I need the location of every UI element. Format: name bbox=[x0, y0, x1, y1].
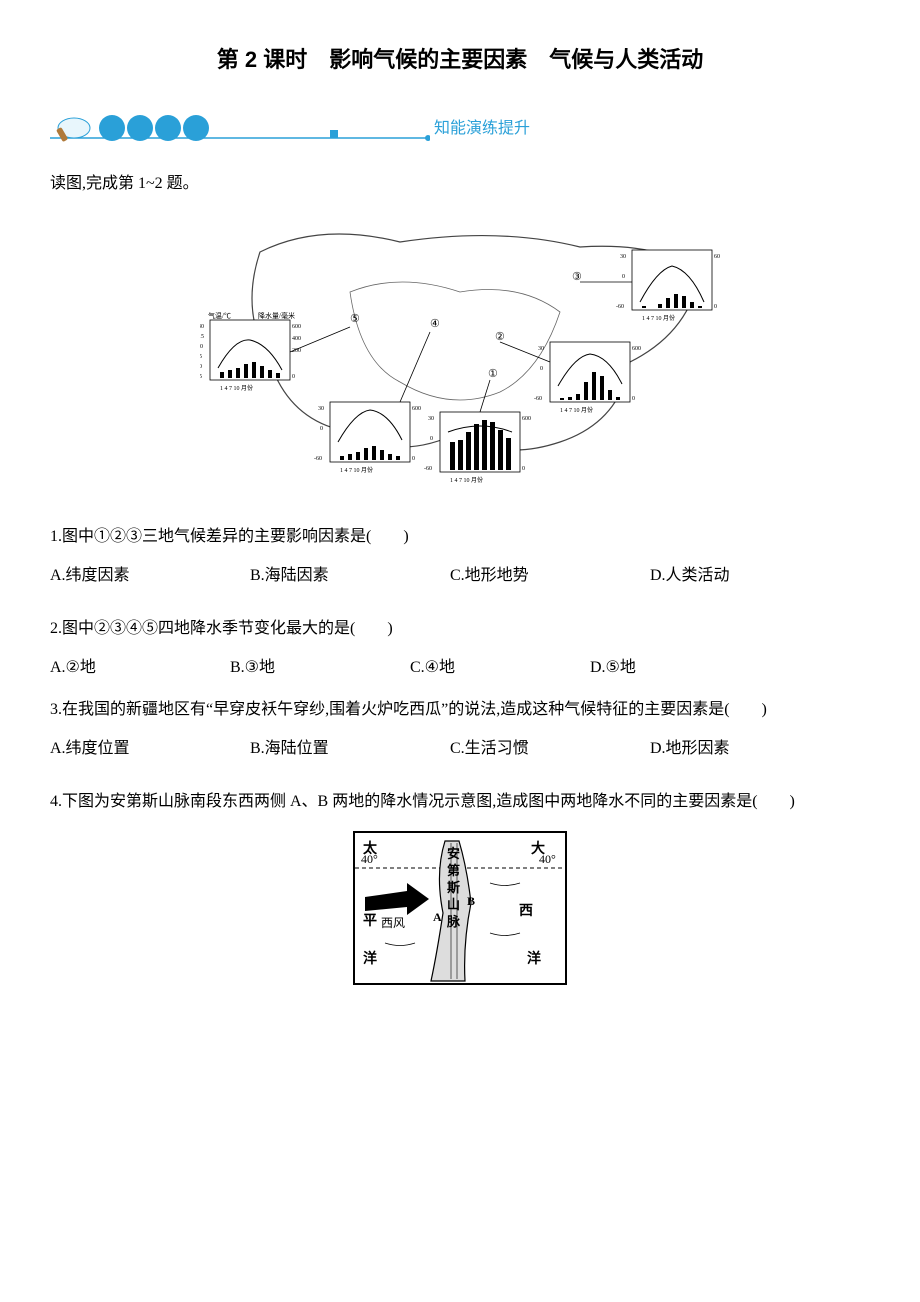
question-1-stem: 1.图中①②③三地气候差异的主要影响因素是( ) bbox=[50, 523, 870, 552]
wind-label: 西风 bbox=[381, 916, 405, 930]
question-3-stem: 3.在我国的新疆地区有“早穿皮袄午穿纱,围着火炉吃西瓜”的说法,造成这种气候特征… bbox=[50, 696, 870, 725]
axis-temp-label: 气温/℃ bbox=[208, 311, 231, 320]
svg-text:山: 山 bbox=[447, 897, 460, 912]
svg-text:600: 600 bbox=[292, 324, 301, 330]
svg-text:0: 0 bbox=[632, 396, 635, 402]
banner-graphic bbox=[50, 110, 430, 150]
svg-text:平: 平 bbox=[363, 913, 377, 929]
svg-text:-60: -60 bbox=[616, 304, 624, 310]
svg-text:斯: 斯 bbox=[447, 880, 460, 895]
world-climate-map: 气温/℃ 降水量/毫米 30150-15-30-45 6004002000 1 … bbox=[200, 212, 720, 492]
svg-text:400: 400 bbox=[292, 336, 301, 342]
marker-5: ⑤ bbox=[350, 313, 360, 325]
svg-text:600: 600 bbox=[522, 416, 531, 422]
svg-text:15: 15 bbox=[200, 334, 204, 340]
svg-text:-60: -60 bbox=[424, 466, 432, 472]
q2-opt-c: C.④地 bbox=[410, 654, 590, 683]
question-2-stem: 2.图中②③④⑤四地降水季节变化最大的是( ) bbox=[50, 615, 870, 644]
marker-1: ① bbox=[488, 368, 498, 380]
marker-2: ② bbox=[495, 331, 505, 343]
section-banner: 知能演练提升 bbox=[50, 110, 870, 150]
svg-text:0: 0 bbox=[714, 304, 717, 310]
marker-4: ④ bbox=[430, 318, 440, 330]
svg-text:0: 0 bbox=[622, 274, 625, 280]
q1-opt-c: C.地形地势 bbox=[450, 562, 650, 591]
banner-label: 知能演练提升 bbox=[434, 115, 530, 144]
svg-text:-60: -60 bbox=[314, 456, 322, 462]
svg-text:30: 30 bbox=[428, 416, 434, 422]
svg-text:太: 太 bbox=[363, 840, 378, 857]
q3-opt-c: C.生活习惯 bbox=[450, 735, 650, 764]
q2-opt-d: D.⑤地 bbox=[590, 654, 770, 683]
figure-1: 气温/℃ 降水量/毫米 30150-15-30-45 6004002000 1 … bbox=[50, 212, 870, 503]
andes-map: 40° 40° 安 第 斯 山 脉 西风 A B 太 平 洋 大 西 洋 bbox=[355, 833, 565, 983]
marker-3: ③ bbox=[572, 271, 582, 283]
svg-text:西: 西 bbox=[519, 903, 533, 919]
svg-text:0: 0 bbox=[522, 466, 525, 472]
svg-text:1 4 7 10 月份: 1 4 7 10 月份 bbox=[340, 466, 373, 474]
svg-text:-60: -60 bbox=[534, 396, 542, 402]
svg-text:1 4 7 10 月份: 1 4 7 10 月份 bbox=[450, 476, 483, 484]
svg-text:30: 30 bbox=[200, 324, 204, 330]
svg-text:安: 安 bbox=[447, 846, 460, 861]
q3-opt-d: D.地形因素 bbox=[650, 735, 850, 764]
q1-opt-b: B.海陆因素 bbox=[250, 562, 450, 591]
svg-text:600: 600 bbox=[412, 406, 421, 412]
svg-text:0: 0 bbox=[292, 374, 295, 380]
q3-opt-a: A.纬度位置 bbox=[50, 735, 250, 764]
svg-text:1 4 7 10 月份: 1 4 7 10 月份 bbox=[642, 314, 675, 322]
point-b: B bbox=[467, 894, 475, 908]
svg-text:洋: 洋 bbox=[527, 950, 541, 967]
svg-text:600: 600 bbox=[632, 346, 641, 352]
page-title: 第 2 课时 影响气候的主要因素 气候与人类活动 bbox=[50, 40, 870, 80]
svg-text:0: 0 bbox=[200, 344, 203, 350]
svg-text:脉: 脉 bbox=[446, 914, 461, 929]
svg-text:0: 0 bbox=[540, 366, 543, 372]
svg-text:大: 大 bbox=[531, 840, 545, 857]
svg-text:0: 0 bbox=[430, 436, 433, 442]
point-a: A bbox=[433, 910, 442, 924]
svg-text:0: 0 bbox=[320, 426, 323, 432]
svg-text:第: 第 bbox=[447, 863, 460, 878]
svg-text:1 4 7 10 月份: 1 4 7 10 月份 bbox=[560, 406, 593, 414]
q1-opt-a: A.纬度因素 bbox=[50, 562, 250, 591]
svg-text:-30: -30 bbox=[200, 364, 202, 370]
svg-text:0: 0 bbox=[412, 456, 415, 462]
svg-text:30: 30 bbox=[538, 346, 544, 352]
svg-text:1 4 7 10 月份: 1 4 7 10 月份 bbox=[220, 384, 253, 392]
svg-text:30: 30 bbox=[318, 406, 324, 412]
question-1-options: A.纬度因素 B.海陆因素 C.地形地势 D.人类活动 bbox=[50, 562, 870, 601]
q3-opt-b: B.海陆位置 bbox=[250, 735, 450, 764]
svg-text:-45: -45 bbox=[200, 374, 202, 380]
question-4-stem: 4.下图为安第斯山脉南段东西两侧 A、B 两地的降水情况示意图,造成图中两地降水… bbox=[50, 788, 870, 817]
axis-precip-label: 降水量/毫米 bbox=[258, 311, 295, 320]
question-3-options: A.纬度位置 B.海陆位置 C.生活习惯 D.地形因素 bbox=[50, 735, 870, 774]
svg-text:30: 30 bbox=[620, 254, 626, 260]
q2-opt-b: B.③地 bbox=[230, 654, 410, 683]
svg-text:-15: -15 bbox=[200, 354, 202, 360]
q2-opt-a: A.②地 bbox=[50, 654, 230, 683]
q1-opt-d: D.人类活动 bbox=[650, 562, 850, 591]
figure-2: 40° 40° 安 第 斯 山 脉 西风 A B 太 平 洋 大 西 洋 bbox=[50, 831, 870, 996]
svg-text:600: 600 bbox=[714, 254, 720, 260]
svg-text:洋: 洋 bbox=[363, 950, 377, 967]
instruction-1: 读图,完成第 1~2 题。 bbox=[50, 170, 870, 199]
question-2-options: A.②地 B.③地 C.④地 D.⑤地 bbox=[50, 654, 870, 683]
